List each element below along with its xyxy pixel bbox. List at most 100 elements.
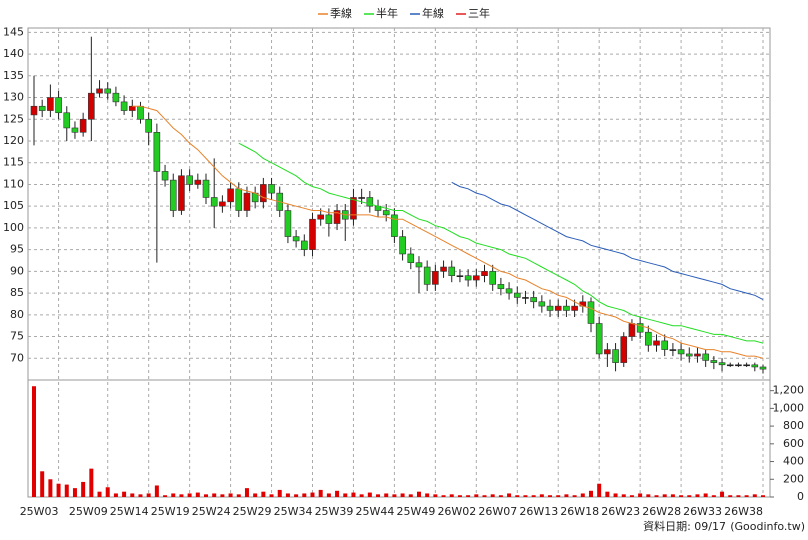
volume-tick-label: 800 (783, 419, 804, 432)
candle-body (178, 175, 185, 211)
candle-body (202, 179, 210, 198)
volume-bar (392, 494, 397, 497)
candle-body (702, 353, 709, 361)
volume-bar (679, 495, 684, 497)
volume-bar (220, 494, 225, 497)
volume-bar (539, 494, 544, 497)
candle-body (268, 184, 275, 194)
volume-bar (720, 491, 725, 497)
volume-bar (629, 495, 634, 497)
candle-body (382, 210, 390, 216)
volume-tick-label: 200 (783, 472, 804, 485)
volume-bar (588, 490, 593, 497)
candle-body (456, 275, 464, 278)
candle-body (210, 197, 218, 207)
y-tick-label: 145 (3, 25, 24, 38)
candle-body (685, 353, 693, 357)
y-tick-label: 110 (3, 177, 24, 190)
x-tick-label: 25W03 (20, 505, 59, 518)
y-tick-label: 130 (3, 91, 24, 104)
y-tick-label: 140 (3, 47, 24, 60)
candle-body (759, 366, 767, 370)
volume-bar (48, 479, 53, 497)
volume-bar (212, 493, 217, 497)
candle-body (391, 214, 398, 237)
volume-tick-label: 0 (797, 490, 804, 503)
candle-body (47, 97, 54, 111)
volume-bar (351, 492, 356, 497)
volume-bar (187, 493, 192, 497)
volume-bar (703, 493, 708, 497)
candle-body (112, 92, 120, 103)
volume-bar (646, 494, 651, 497)
x-tick-label: 25W09 (69, 505, 108, 518)
y-tick-label: 95 (10, 243, 24, 256)
volume-bar (744, 495, 749, 497)
x-tick-label: 26W33 (683, 505, 722, 518)
volume-bar (638, 493, 643, 497)
volume-bar (236, 494, 241, 497)
volume-bar (752, 494, 757, 497)
volume-bar (122, 491, 127, 497)
y-tick-label: 75 (10, 330, 24, 343)
y-tick-label: 90 (10, 264, 24, 277)
volume-bar (531, 495, 536, 497)
candle-body (513, 292, 521, 298)
volume-bar (474, 494, 479, 497)
candle-body (743, 364, 750, 367)
volume-bar (138, 494, 143, 497)
candle-body (407, 253, 415, 263)
volume-tick-label: 600 (783, 437, 804, 450)
candle-body (104, 88, 112, 94)
volume-bar (310, 492, 315, 497)
volume-bar (605, 491, 610, 497)
volume-bar (613, 493, 618, 497)
x-tick-label: 26W07 (478, 505, 517, 518)
candle-body (440, 266, 447, 272)
candle-body (120, 101, 128, 111)
candle-body (63, 112, 71, 129)
volume-bar (580, 493, 585, 497)
candle-body (55, 97, 62, 114)
volume-bar (269, 494, 274, 497)
x-tick-label: 25W44 (356, 505, 395, 518)
volume-bar (400, 493, 405, 497)
candle-body (235, 188, 243, 211)
volume-bar (261, 491, 266, 497)
volume-bar (728, 495, 733, 497)
volume-bar (384, 493, 389, 497)
volume-bar (253, 493, 258, 497)
candle-body (677, 349, 685, 355)
volume-bar (761, 495, 765, 497)
volume-tick-label: 1,200 (773, 384, 805, 397)
volume-bar (654, 495, 659, 497)
candle-body (227, 188, 234, 203)
volume-bar (32, 386, 36, 497)
volume-bar (433, 494, 438, 497)
source: (Goodinfo.tw) (730, 520, 805, 533)
candle-body (653, 340, 660, 346)
y-tick-label: 120 (3, 134, 24, 147)
candle-body (636, 323, 644, 333)
candle-body (481, 271, 488, 277)
x-tick-label: 26W23 (601, 505, 640, 518)
volume-bar (81, 481, 86, 497)
candle-body (595, 323, 603, 355)
volume-bar (662, 494, 667, 497)
volume-bar (56, 483, 61, 497)
y-tick-label: 85 (10, 286, 24, 299)
volume-bar (736, 495, 741, 497)
volume-bar (154, 485, 159, 497)
volume-bar (72, 488, 77, 497)
candle-body (145, 118, 152, 133)
candle-body (137, 105, 144, 120)
volume-bar (687, 495, 692, 497)
candle-body (169, 179, 177, 211)
candle-body (96, 88, 103, 94)
volume-bar (130, 493, 135, 497)
volume-bar (113, 493, 118, 497)
volume-bar (89, 468, 94, 497)
candle-body (505, 288, 513, 294)
volume-bar (179, 494, 184, 497)
